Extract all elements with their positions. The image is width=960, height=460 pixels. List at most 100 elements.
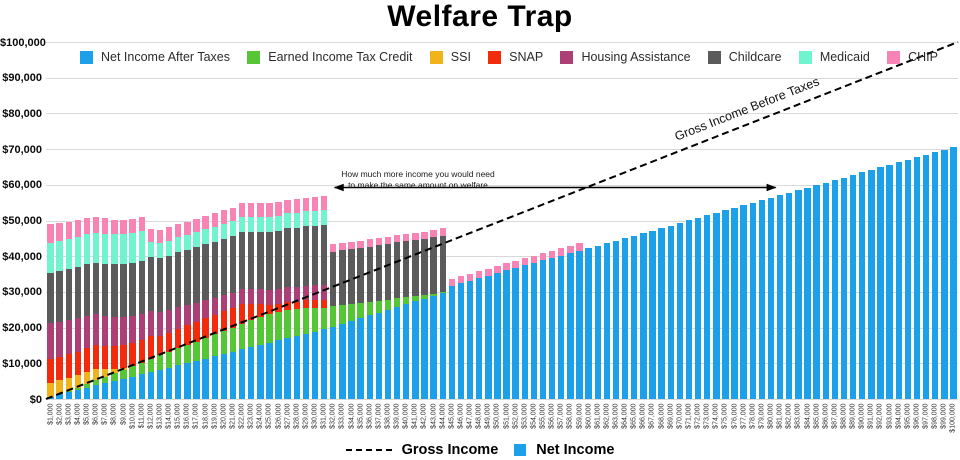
bar-segment-snap (284, 301, 291, 310)
bar-segment-earned-income-tax-credit (175, 348, 182, 366)
bar-segment-net-income-after-taxes (904, 159, 912, 399)
bar-segment-chip (102, 218, 109, 234)
bar-segment-net-income-after-taxes (403, 304, 410, 399)
bar-segment-chip (293, 199, 300, 213)
bar-segment-net-income-after-taxes (357, 318, 364, 399)
bar-segment-earned-income-tax-credit (211, 334, 218, 357)
bar-segment-net-income-after-taxes (767, 197, 775, 399)
bar-segment-earned-income-tax-credit (129, 366, 136, 377)
bar-segment-net-income-after-taxes (92, 385, 100, 399)
bar-column (393, 235, 401, 399)
bar-segment-net-income-after-taxes (348, 320, 355, 399)
bar-segment-childcare (102, 263, 109, 316)
bar-column (275, 202, 282, 399)
bar-column (293, 199, 300, 399)
bar-segment-childcare (311, 225, 319, 286)
bar-segment-medicaid (138, 230, 145, 261)
bar-column (156, 229, 164, 399)
bar-column (248, 203, 255, 399)
annotation-line-2: to make the same amount on welfare (348, 179, 488, 190)
bar-column (521, 258, 528, 399)
bar-segment-snap (184, 325, 191, 346)
y-gridline (46, 363, 958, 365)
bar-column (120, 219, 127, 399)
bar-column (868, 169, 875, 399)
bar-column (339, 243, 346, 399)
legend-item-childcare: Childcare (707, 50, 782, 64)
bar-segment-net-income-after-taxes (302, 333, 310, 399)
bar-column (539, 253, 547, 399)
bar-column (795, 190, 802, 399)
bar-segment-housing-assistance (302, 285, 310, 301)
bar-segment-childcare (229, 236, 237, 294)
bar-segment-net-income-after-taxes (503, 270, 510, 399)
bar-segment-net-income-after-taxes (913, 157, 921, 399)
bar-segment-net-income-after-taxes (56, 394, 63, 399)
bar-segment-childcare (412, 239, 419, 297)
bar-column (731, 207, 738, 399)
chart-title: Welfare Trap (387, 0, 573, 33)
bar-segment-snap (175, 328, 182, 349)
bar-segment-chip (284, 199, 291, 214)
bar-segment-chip (403, 234, 410, 242)
bar-segment-chip (375, 238, 383, 246)
bar-segment-net-income-after-taxes (65, 392, 72, 399)
bar-column (594, 245, 601, 399)
bar-column (859, 172, 866, 399)
bar-segment-housing-assistance (229, 293, 237, 308)
bar-segment-net-income-after-taxes (485, 275, 492, 399)
bar-segment-housing-assistance (120, 316, 127, 345)
y-gridline (46, 256, 958, 258)
bar-segment-housing-assistance (74, 318, 82, 352)
bar-segment-net-income-after-taxes (749, 202, 756, 399)
bar-segment-net-income-after-taxes (284, 338, 291, 399)
bar-segment-net-income-after-taxes (320, 329, 328, 399)
bar-segment-net-income-after-taxes (47, 396, 54, 399)
bar-segment-chip (448, 278, 456, 286)
y-tick-label: $0 (29, 393, 42, 406)
gross-income-legend-label: Gross Income (401, 442, 499, 458)
bar-segment-medicaid (293, 212, 300, 228)
bar-segment-snap (156, 335, 164, 356)
bar-segment-childcare (330, 251, 337, 307)
bar-segment-chip (156, 229, 164, 244)
bar-segment-chip (512, 260, 519, 268)
bar-column (366, 239, 373, 399)
bar-segment-earned-income-tax-credit (229, 327, 237, 352)
bar-segment-childcare (138, 260, 145, 315)
y-tick-label: $10,000 (2, 357, 42, 370)
bar-segment-earned-income-tax-credit (393, 298, 401, 307)
bar-column (621, 238, 629, 399)
bar-segment-earned-income-tax-credit (357, 303, 364, 319)
bar-segment-ssi (47, 382, 54, 397)
bar-column (457, 276, 465, 399)
bar-segment-net-income-after-taxes (776, 195, 784, 399)
bar-column (758, 200, 766, 399)
bar-segment-snap (120, 344, 127, 368)
bar-segment-net-income-after-taxes (649, 230, 656, 399)
bar-segment-net-income-after-taxes (621, 238, 629, 399)
bar-segment-medicaid (202, 229, 209, 245)
bar-segment-housing-assistance (248, 289, 255, 305)
bar-column (165, 226, 173, 399)
bar-segment-chip (466, 273, 474, 281)
bar-segment-chip (266, 203, 273, 217)
bar-column (257, 203, 264, 399)
legend-label: Earned Income Tax Credit (268, 50, 413, 64)
bar-segment-housing-assistance (147, 311, 155, 336)
bar-segment-earned-income-tax-credit (403, 297, 410, 305)
bar-segment-snap (74, 351, 82, 375)
bar-segment-medicaid (165, 240, 173, 256)
bar-segment-childcare (56, 271, 63, 322)
y-gridline (46, 220, 958, 222)
bar-segment-childcare (238, 231, 246, 290)
bar-column (941, 149, 948, 399)
bar-segment-net-income-after-taxes (713, 212, 720, 399)
bar-segment-housing-assistance (211, 297, 218, 315)
bar-segment-chip (330, 244, 337, 252)
bar-segment-earned-income-tax-credit (184, 345, 191, 363)
bar-column (713, 212, 720, 399)
bar-segment-net-income-after-taxes (895, 162, 902, 399)
bar-segment-childcare (366, 246, 373, 302)
bar-segment-net-income-after-taxes (111, 381, 118, 399)
